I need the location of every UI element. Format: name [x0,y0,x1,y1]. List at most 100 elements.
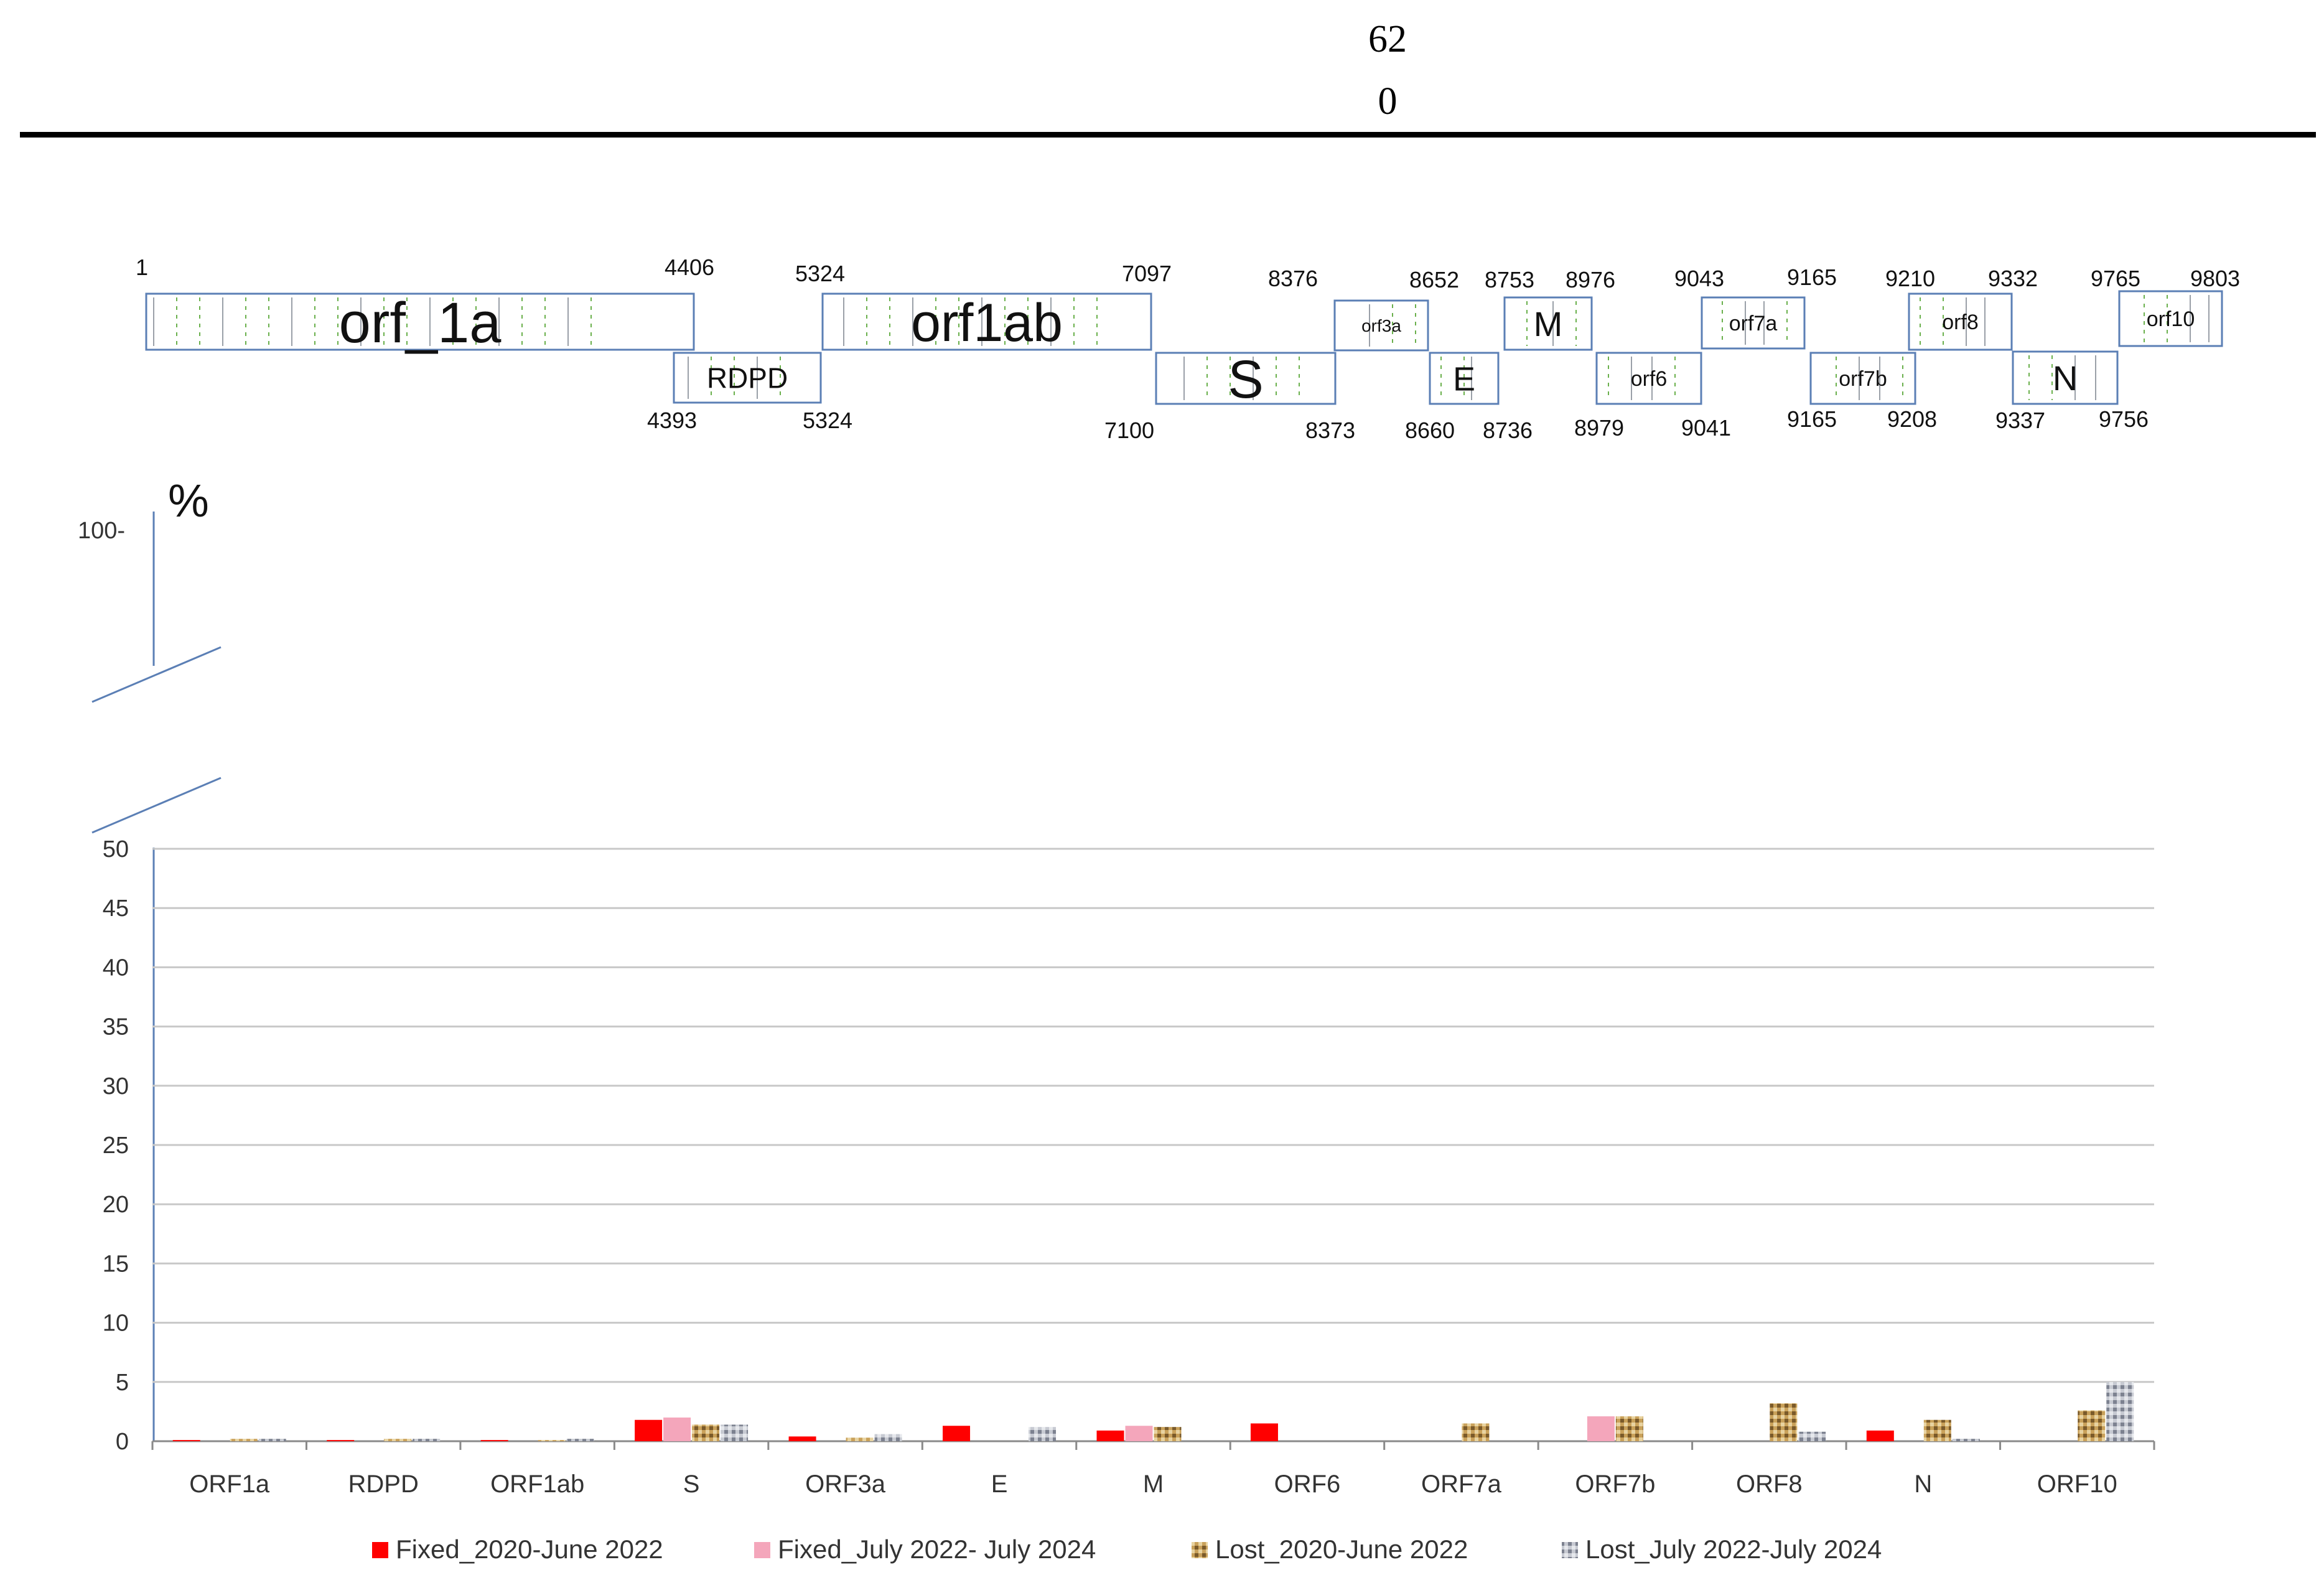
gene-label: orf7b [1839,367,1887,391]
gene-end: 9756 [2099,406,2149,432]
gene-box [1155,352,1337,405]
y-tick-label: 10 [103,1311,129,1337]
legend-label: Lost_July 2022-July 2024 [1585,1535,1882,1564]
gene-E: E 8660 8736 [1405,352,1533,443]
bar-ORF8-2 [1770,1403,1798,1441]
gene-box [1503,296,1593,351]
gene-box [2012,350,2119,405]
gene-label: orf_1a [339,291,502,355]
page-number-sub: 0 [1378,80,1398,123]
gene-end: 8373 [1305,418,1355,443]
chart-bars [172,1381,2134,1441]
break-mark-bottom [91,777,222,834]
gene-start: 9210 [1885,266,1935,291]
gene-start: 8753 [1485,267,1534,292]
gene-label: orf1ab [911,293,1063,353]
gene-label: M [1534,304,1563,344]
bar-N-3 [1952,1439,1980,1441]
legend-label: Fixed_2020-June 2022 [396,1535,663,1564]
gene-N: N 9337 9756 [1995,350,2149,433]
gene-box [145,292,695,351]
bar-E-0 [943,1426,971,1441]
gene-label: S [1228,350,1263,409]
bar-ORF8-3 [1798,1431,1826,1441]
gene-label: orf3a [1361,316,1401,335]
break-mark-top [91,646,222,703]
gene-label: RDPD [707,362,788,395]
gene-label: orf8 [1942,311,1979,334]
gene-end: 7097 [1122,261,1172,286]
bar-ORF1ab-2 [538,1440,566,1441]
gene-end: 8976 [1566,267,1615,292]
gene-start: 9043 [1674,266,1724,291]
chart-gridlines [152,848,2154,1442]
x-tick-label: ORF7b [1575,1470,1655,1498]
gene-end: 4406 [665,255,714,280]
gene-start: 8979 [1574,415,1624,441]
gene-orf1ab: orf1ab 5324 7097 [795,261,1172,353]
y-tick-label: 30 [103,1073,129,1100]
legend-label: Fixed_July 2022- July 2024 [778,1535,1096,1564]
legend-item: Fixed_2020-June 2022 [372,1535,663,1564]
gene-box [1333,299,1429,352]
gene-start: 8376 [1268,266,1318,291]
bar-S-2 [692,1424,720,1441]
bar-S-1 [663,1417,691,1441]
y-tick-label: 5 [116,1370,129,1396]
gene-end: 9208 [1887,406,1937,432]
x-tick-label: ORF3a [805,1470,886,1498]
gene-start: 4393 [647,408,697,433]
gene-box [1701,296,1806,350]
gene-RDPD: RDPD 4393 5324 [647,352,852,433]
bar-ORF3a-3 [874,1434,902,1441]
bar-ORF7b-1 [1587,1416,1615,1441]
gene-box [673,352,822,404]
gene-end: 5324 [803,408,852,433]
gene-end: 8736 [1483,418,1533,443]
bar-ORF1ab-0 [480,1440,508,1441]
x-tick-label: E [991,1470,1008,1498]
gene-start: 7100 [1104,418,1154,443]
bar-ORF7a-2 [1462,1423,1490,1441]
y-tick-label: 50 [103,836,129,862]
bar-RDPD-2 [384,1439,412,1441]
gene-orf_1a: orf_1a 1 4406 [136,255,714,355]
bar-ORF1ab-3 [566,1439,594,1441]
x-tick-label: ORF10 [2037,1470,2117,1498]
legend: Fixed_2020-June 2022 Fixed_July 2022- Jul… [372,1535,1882,1564]
bar-ORF6-0 [1250,1423,1278,1441]
y-tick-label: 45 [103,895,129,922]
x-tick-label: RDPD [348,1470,419,1498]
bar-RDPD-0 [327,1440,355,1441]
gene-end: 9803 [2190,266,2240,291]
gene-label: E [1453,360,1475,398]
x-tick-label: M [1143,1470,1164,1498]
gene-box [1908,292,2013,351]
gene-start: 5324 [795,261,845,286]
gene-box [821,292,1152,351]
x-tick-label: S [683,1470,700,1498]
bar-N-0 [1866,1430,1894,1441]
gene-orf3a: orf3a 8376 8652 [1268,266,1459,352]
gene-box [1429,352,1500,405]
legend-swatch [372,1542,388,1558]
gene-orf10: orf10 9765 9803 [2091,266,2240,347]
y-tick-label: 15 [103,1251,129,1277]
gene-label: orf7a [1729,312,1778,335]
gene-box [1809,352,1916,405]
gene-label: orf10 [2147,307,2195,331]
legend-swatch [1192,1542,1208,1558]
axis-break: % 100- [78,475,222,1441]
x-tick-label: N [1914,1470,1932,1498]
x-axis-labels: ORF1a RDPD ORF1ab S ORF3a E M ORF6 ORF7a ORF7b ORF… [151,1441,2155,1498]
page-number: 62 [1368,18,1407,60]
bar-ORF7b-2 [1615,1416,1643,1441]
y-tick-label: 25 [103,1133,129,1159]
bar-ORF1a-2 [230,1439,258,1441]
bar-ORF10-2 [2078,1410,2106,1441]
legend-label: Lost_2020-June 2022 [1215,1535,1468,1564]
